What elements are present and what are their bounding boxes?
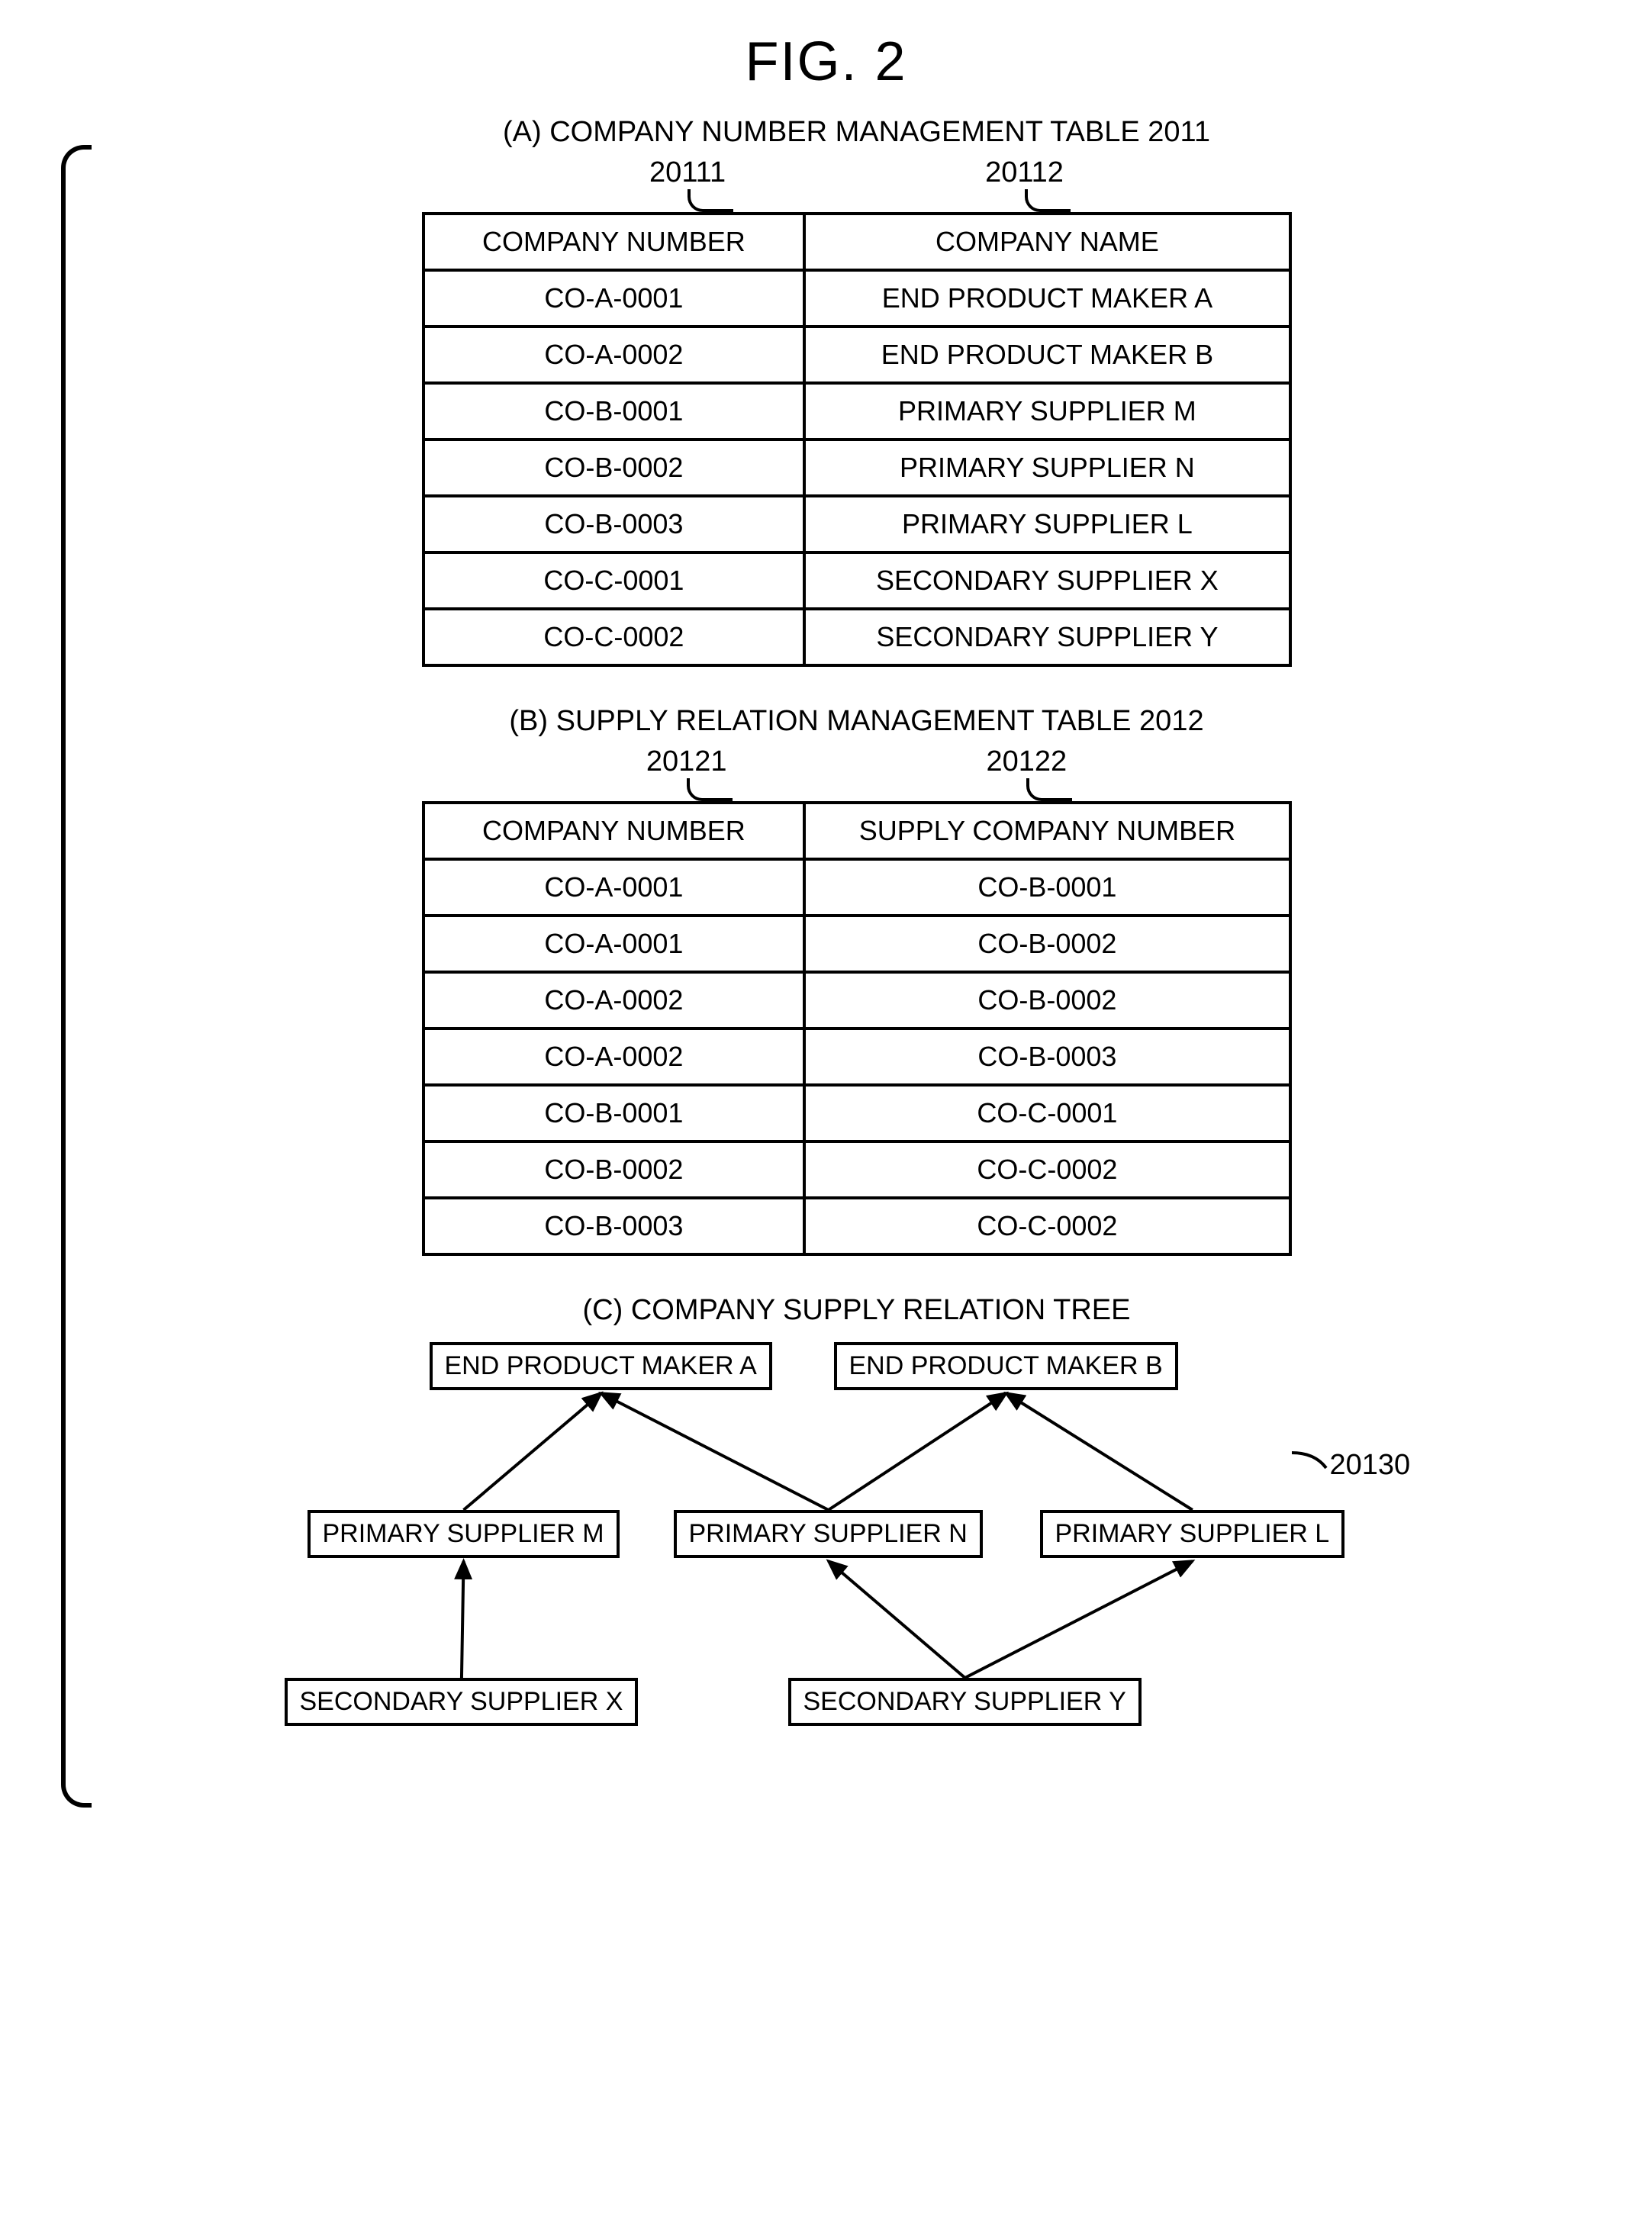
tree-node-primary-supplier-m: PRIMARY SUPPLIER M — [308, 1510, 620, 1558]
hook-icon — [688, 189, 733, 212]
tree-edges-svg — [285, 1334, 1429, 1823]
table-row: CO-A-0001END PRODUCT MAKER A — [423, 270, 1290, 327]
table-row: CO-A-0002CO-B-0002 — [423, 972, 1290, 1029]
tree-edge — [964, 1561, 1192, 1678]
section-a-title: (A) COMPANY NUMBER MANAGEMENT TABLE 2011 — [107, 116, 1606, 149]
figure-container: FIG. 2 (A) COMPANY NUMBER MANAGEMENT TAB… — [46, 31, 1606, 1823]
cell: CO-B-0003 — [804, 1029, 1290, 1085]
cell: CO-B-0001 — [423, 383, 805, 439]
tree-edge — [601, 1393, 828, 1510]
table-a-header-c2: COMPANY NAME — [804, 214, 1290, 270]
cell: CO-B-0003 — [423, 1198, 805, 1254]
cell: SECONDARY SUPPLIER Y — [804, 609, 1290, 665]
cell: CO-C-0001 — [423, 552, 805, 609]
table-row: CO-A-0001CO-B-0002 — [423, 916, 1290, 972]
hook-icon — [1025, 189, 1071, 212]
tree-edge — [463, 1393, 601, 1510]
table-b: COMPANY NUMBER SUPPLY COMPANY NUMBER CO-… — [422, 801, 1292, 1256]
table-a-header-c1: COMPANY NUMBER — [423, 214, 805, 270]
curly-bracket — [61, 145, 92, 1808]
cell: SECONDARY SUPPLIER X — [804, 552, 1290, 609]
table-a-col1-id: 20111 — [649, 156, 726, 189]
figure-content: (A) COMPANY NUMBER MANAGEMENT TABLE 2011… — [107, 116, 1606, 1823]
cell: CO-A-0002 — [423, 972, 805, 1029]
tree-node-secondary-supplier-x: SECONDARY SUPPLIER X — [285, 1678, 639, 1726]
cell: CO-A-0001 — [423, 270, 805, 327]
cell: CO-A-0001 — [423, 859, 805, 916]
cell: CO-C-0002 — [804, 1141, 1290, 1198]
tree-edge — [828, 1561, 964, 1678]
tree-node-primary-supplier-n: PRIMARY SUPPLIER N — [674, 1510, 983, 1558]
table-row: CO-C-0001SECONDARY SUPPLIER X — [423, 552, 1290, 609]
cell: CO-B-0002 — [804, 972, 1290, 1029]
cell: CO-B-0003 — [423, 496, 805, 552]
section-b-title: (B) SUPPLY RELATION MANAGEMENT TABLE 201… — [107, 705, 1606, 738]
table-b-col-labels: 20121 20122 — [107, 745, 1606, 801]
table-row: CO-A-0001CO-B-0001 — [423, 859, 1290, 916]
table-row: COMPANY NUMBER COMPANY NAME — [423, 214, 1290, 270]
table-row: COMPANY NUMBER SUPPLY COMPANY NUMBER — [423, 803, 1290, 859]
cell: CO-C-0001 — [804, 1085, 1290, 1141]
table-b-header-c1: COMPANY NUMBER — [423, 803, 805, 859]
cell: END PRODUCT MAKER B — [804, 327, 1290, 383]
cell: CO-A-0002 — [423, 327, 805, 383]
tree-callout-label: 20130 — [1330, 1449, 1411, 1482]
table-b-header-c2: SUPPLY COMPANY NUMBER — [804, 803, 1290, 859]
tree-node-end-product-maker-b: END PRODUCT MAKER B — [834, 1342, 1178, 1390]
table-a: COMPANY NUMBER COMPANY NAME CO-A-0001END… — [422, 212, 1292, 667]
table-row: CO-B-0002CO-C-0002 — [423, 1141, 1290, 1198]
cell: PRIMARY SUPPLIER L — [804, 496, 1290, 552]
tree-node-primary-supplier-l: PRIMARY SUPPLIER L — [1040, 1510, 1345, 1558]
cell: CO-B-0001 — [804, 859, 1290, 916]
cell: PRIMARY SUPPLIER N — [804, 439, 1290, 496]
table-row: CO-A-0002CO-B-0003 — [423, 1029, 1290, 1085]
figure-title: FIG. 2 — [46, 31, 1606, 93]
hook-icon — [687, 778, 733, 801]
cell: CO-C-0002 — [423, 609, 805, 665]
section-c-title: (C) COMPANY SUPPLY RELATION TREE — [107, 1294, 1606, 1327]
table-row: CO-B-0003PRIMARY SUPPLIER L — [423, 496, 1290, 552]
tree-node-secondary-supplier-y: SECONDARY SUPPLIER Y — [788, 1678, 1142, 1726]
cell: CO-B-0002 — [423, 1141, 805, 1198]
cell: CO-B-0001 — [423, 1085, 805, 1141]
table-row: CO-B-0001PRIMARY SUPPLIER M — [423, 383, 1290, 439]
tree-edge — [461, 1561, 463, 1678]
table-row: CO-B-0001CO-C-0001 — [423, 1085, 1290, 1141]
table-row: CO-A-0002END PRODUCT MAKER B — [423, 327, 1290, 383]
table-row: CO-B-0003CO-C-0002 — [423, 1198, 1290, 1254]
cell: PRIMARY SUPPLIER M — [804, 383, 1290, 439]
table-a-col-labels: 20111 20112 — [107, 156, 1606, 212]
cell: CO-C-0002 — [804, 1198, 1290, 1254]
tree-diagram: END PRODUCT MAKER A END PRODUCT MAKER B … — [285, 1334, 1429, 1823]
table-b-col1-id: 20121 — [646, 745, 727, 778]
tree-edge — [1006, 1393, 1192, 1510]
table-row: CO-C-0002SECONDARY SUPPLIER Y — [423, 609, 1290, 665]
cell: CO-A-0001 — [423, 916, 805, 972]
callout-hook — [1292, 1453, 1326, 1468]
table-b-col2-id: 20122 — [987, 745, 1068, 778]
hook-icon — [1026, 778, 1072, 801]
table-a-col2-id: 20112 — [985, 156, 1064, 189]
cell: END PRODUCT MAKER A — [804, 270, 1290, 327]
table-row: CO-B-0002PRIMARY SUPPLIER N — [423, 439, 1290, 496]
cell: CO-B-0002 — [423, 439, 805, 496]
cell: CO-B-0002 — [804, 916, 1290, 972]
tree-node-end-product-maker-a: END PRODUCT MAKER A — [430, 1342, 772, 1390]
cell: CO-A-0002 — [423, 1029, 805, 1085]
tree-edge — [828, 1393, 1006, 1510]
